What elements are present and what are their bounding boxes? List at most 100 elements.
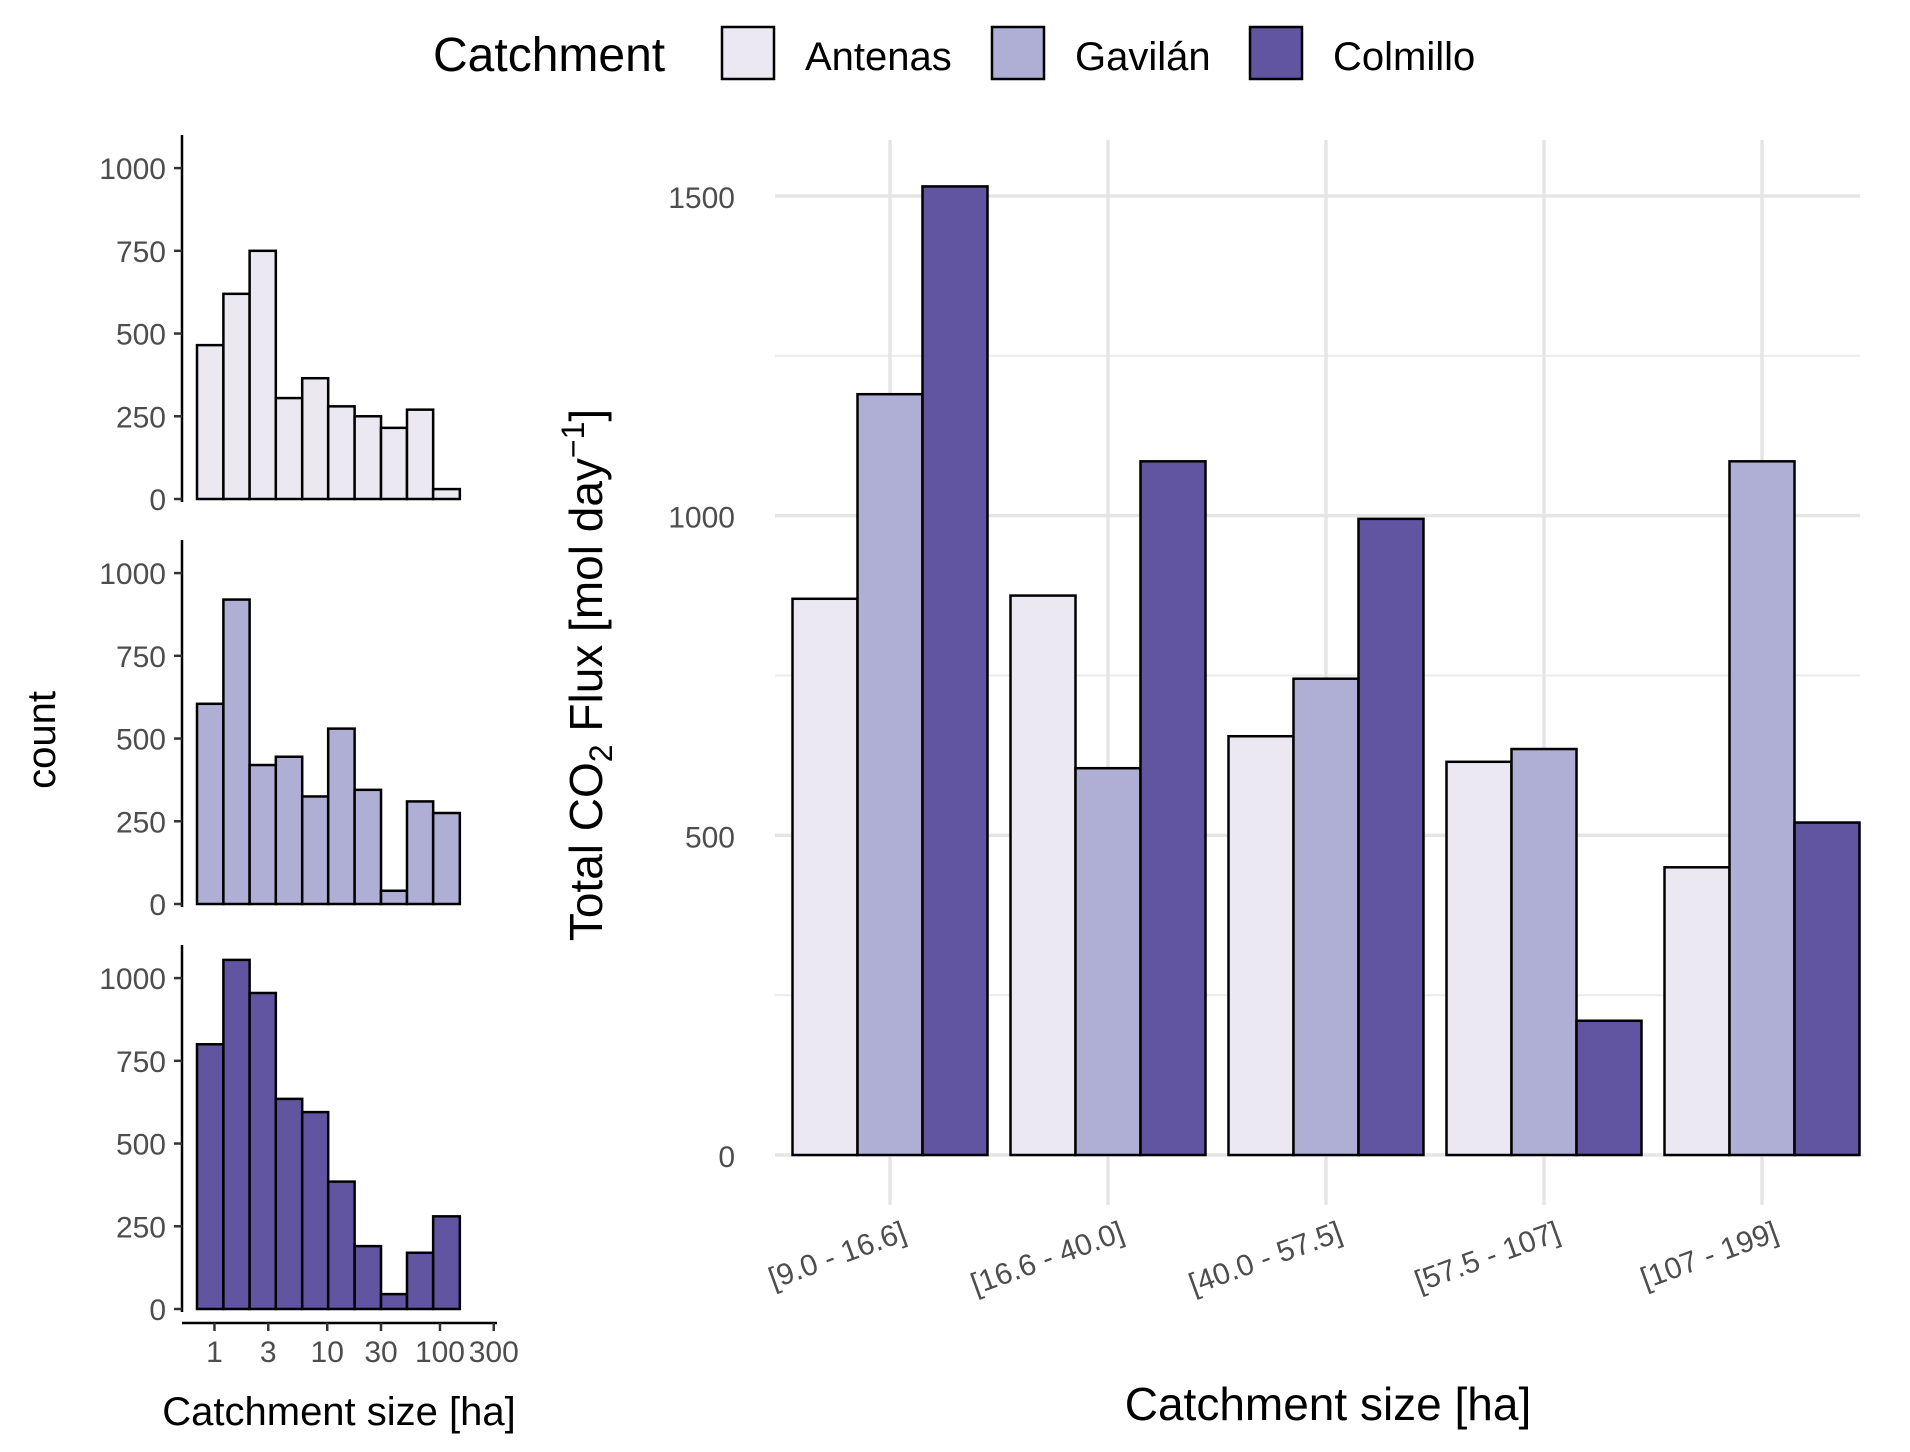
histogram-bar — [195, 343, 225, 501]
legend-swatch-1 — [990, 25, 1046, 81]
histogram-bar — [274, 1097, 304, 1311]
histogram-y-tick-label: 750 — [116, 641, 166, 674]
main-bar-gavilán — [856, 392, 924, 1157]
histogram-bar — [405, 1251, 435, 1311]
main-bar-colmillo — [1793, 821, 1861, 1157]
histogram-bar — [195, 1043, 225, 1311]
histogram-x-tick-label: 1 — [206, 1336, 223, 1369]
histogram-bar — [431, 487, 462, 501]
histogram-panel-1: 0 250 500 750 1000 — [99, 540, 462, 922]
histogram-bar — [353, 788, 383, 906]
histogram-y-tick-label: 0 — [149, 1294, 166, 1327]
main-bar-colmillo — [921, 185, 989, 1157]
legend: Catchment Antenas Gavilán Colmillo — [433, 25, 1475, 82]
histogram-bar — [222, 292, 251, 501]
main-bar-antenas — [791, 597, 859, 1157]
main-y-tick-label: 1500 — [668, 182, 735, 215]
histogram-x-tick-label: 3 — [260, 1336, 277, 1369]
main-bars — [791, 185, 1861, 1157]
main-bar-colmillo — [1575, 1019, 1643, 1157]
histogram-bar — [274, 396, 304, 501]
histogram-x-tick-label: 10 — [311, 1336, 344, 1369]
histogram-bar — [379, 426, 409, 501]
histogram-y-tick-label: 250 — [116, 1211, 166, 1244]
histogram-y-tick-label: 750 — [116, 236, 166, 269]
main-y-ticks: 0 500 1000 1500 — [668, 182, 735, 1174]
legend-swatch-0 — [720, 25, 776, 81]
histogram-bar — [195, 702, 225, 906]
main-x-axis-title: Catchment size [ha] — [1125, 1378, 1532, 1430]
main-y-axis-title-superscript: −1 — [555, 422, 591, 458]
histogram-bar — [353, 1244, 383, 1311]
histogram-y-axis-title: count — [20, 691, 64, 789]
histogram-bar — [274, 755, 304, 906]
histogram-x-tick-label: 30 — [364, 1336, 397, 1369]
main-bar-antenas — [1227, 734, 1295, 1157]
main-y-axis-title: Total CO2 Flux [mol day−1] — [555, 409, 619, 941]
histogram-bar — [379, 889, 409, 906]
legend-swatch-2 — [1248, 25, 1304, 81]
histogram-bar — [222, 598, 251, 906]
histogram-bar — [248, 991, 278, 1311]
main-bar-antenas — [1663, 866, 1731, 1157]
legend-item-0: Antenas — [720, 25, 952, 81]
histogram-y-tick-label: 250 — [116, 806, 166, 839]
histogram-y-tick-label: 500 — [116, 724, 166, 757]
legend-label-1: Gavilán — [1075, 35, 1211, 79]
histogram-y-tick-label: 250 — [116, 401, 166, 434]
main-bar-colmillo — [1139, 460, 1207, 1157]
histogram-y-tick-label: 0 — [149, 484, 166, 517]
histogram-bar — [248, 249, 278, 501]
main-bar-gavilán — [1292, 677, 1360, 1157]
histogram-y-tick-label: 1000 — [99, 963, 166, 996]
main-y-axis-title-subscript: 2 — [583, 744, 619, 762]
main-y-tick-label: 0 — [718, 1141, 735, 1174]
histogram-bar — [405, 408, 435, 501]
main-bar-antenas — [1445, 760, 1513, 1157]
histogram-y-tick-label: 750 — [116, 1046, 166, 1079]
histogram-x-tick-label: 300 — [469, 1336, 519, 1369]
legend-label-0: Antenas — [805, 35, 952, 79]
histogram-bar — [248, 763, 278, 906]
main-bar-gavilán — [1074, 766, 1142, 1157]
main-y-tick-label: 1000 — [668, 502, 735, 535]
legend-item-1: Gavilán — [990, 25, 1211, 81]
legend-label-2: Colmillo — [1333, 35, 1475, 79]
histogram-bar — [222, 958, 251, 1311]
histogram-y-tick-label: 500 — [116, 319, 166, 352]
histogram-panel-2: 0 250 500 750 1000 — [99, 945, 462, 1327]
histogram-facets: 0250500750100002505007501000025050075010… — [99, 135, 519, 1369]
histogram-y-tick-label: 500 — [116, 1129, 166, 1162]
histogram-panel-0: 0 250 500 750 1000 — [99, 135, 462, 517]
main-bar-gavilán — [1728, 460, 1796, 1157]
legend-title: Catchment — [433, 29, 665, 82]
main-bar-colmillo — [1357, 517, 1425, 1157]
histogram-bar — [431, 811, 462, 906]
main-bar-gavilán — [1510, 747, 1578, 1157]
legend-items: Antenas Gavilán Colmillo — [720, 25, 1475, 81]
legend-item-2: Colmillo — [1248, 25, 1475, 81]
main-y-axis-title-part: ] — [560, 409, 612, 422]
histogram-y-tick-label: 1000 — [99, 558, 166, 591]
histogram-x-axis: 1 3 10 30 100 300 — [182, 1321, 519, 1369]
histogram-bar — [300, 1110, 330, 1311]
histogram-bar — [326, 405, 356, 501]
histogram-bar — [353, 415, 383, 501]
histogram-bar — [431, 1215, 462, 1311]
histogram-bar — [326, 1180, 356, 1311]
main-bar-antenas — [1009, 594, 1077, 1157]
histogram-bar — [326, 727, 356, 906]
histogram-y-tick-label: 1000 — [99, 153, 166, 186]
histogram-bar — [379, 1292, 409, 1311]
main-y-tick-label: 500 — [685, 821, 735, 854]
histogram-x-tick-label: 100 — [415, 1336, 465, 1369]
histogram-x-axis-title: Catchment size [ha] — [162, 1390, 516, 1434]
main-y-axis-title-part: Flux [mol day — [560, 458, 612, 744]
histogram-bar — [300, 376, 330, 501]
main-y-axis-title-part: Total CO — [560, 762, 612, 941]
histogram-bar — [405, 800, 435, 906]
histogram-y-tick-label: 0 — [149, 889, 166, 922]
histogram-bar — [300, 795, 330, 906]
